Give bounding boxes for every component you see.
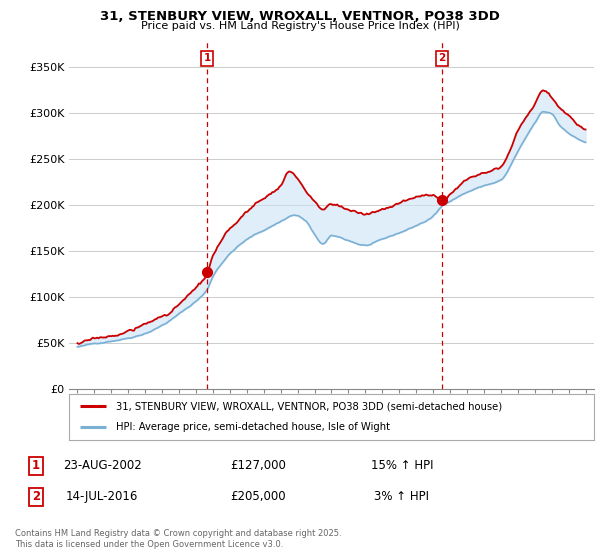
Text: £205,000: £205,000 [230, 490, 286, 503]
Text: 1: 1 [203, 53, 211, 63]
Text: 3% ↑ HPI: 3% ↑ HPI [374, 490, 430, 503]
Text: 31, STENBURY VIEW, WROXALL, VENTNOR, PO38 3DD (semi-detached house): 31, STENBURY VIEW, WROXALL, VENTNOR, PO3… [116, 401, 502, 411]
Text: 2: 2 [32, 490, 40, 503]
Text: 23-AUG-2002: 23-AUG-2002 [62, 459, 142, 473]
Text: 15% ↑ HPI: 15% ↑ HPI [371, 459, 433, 473]
Text: 1: 1 [32, 459, 40, 473]
Text: £127,000: £127,000 [230, 459, 286, 473]
Text: 31, STENBURY VIEW, WROXALL, VENTNOR, PO38 3DD: 31, STENBURY VIEW, WROXALL, VENTNOR, PO3… [100, 10, 500, 22]
Text: Price paid vs. HM Land Registry's House Price Index (HPI): Price paid vs. HM Land Registry's House … [140, 21, 460, 31]
Text: HPI: Average price, semi-detached house, Isle of Wight: HPI: Average price, semi-detached house,… [116, 422, 390, 432]
Text: 2: 2 [439, 53, 446, 63]
Text: 14-JUL-2016: 14-JUL-2016 [66, 490, 138, 503]
Text: Contains HM Land Registry data © Crown copyright and database right 2025.
This d: Contains HM Land Registry data © Crown c… [15, 529, 341, 549]
